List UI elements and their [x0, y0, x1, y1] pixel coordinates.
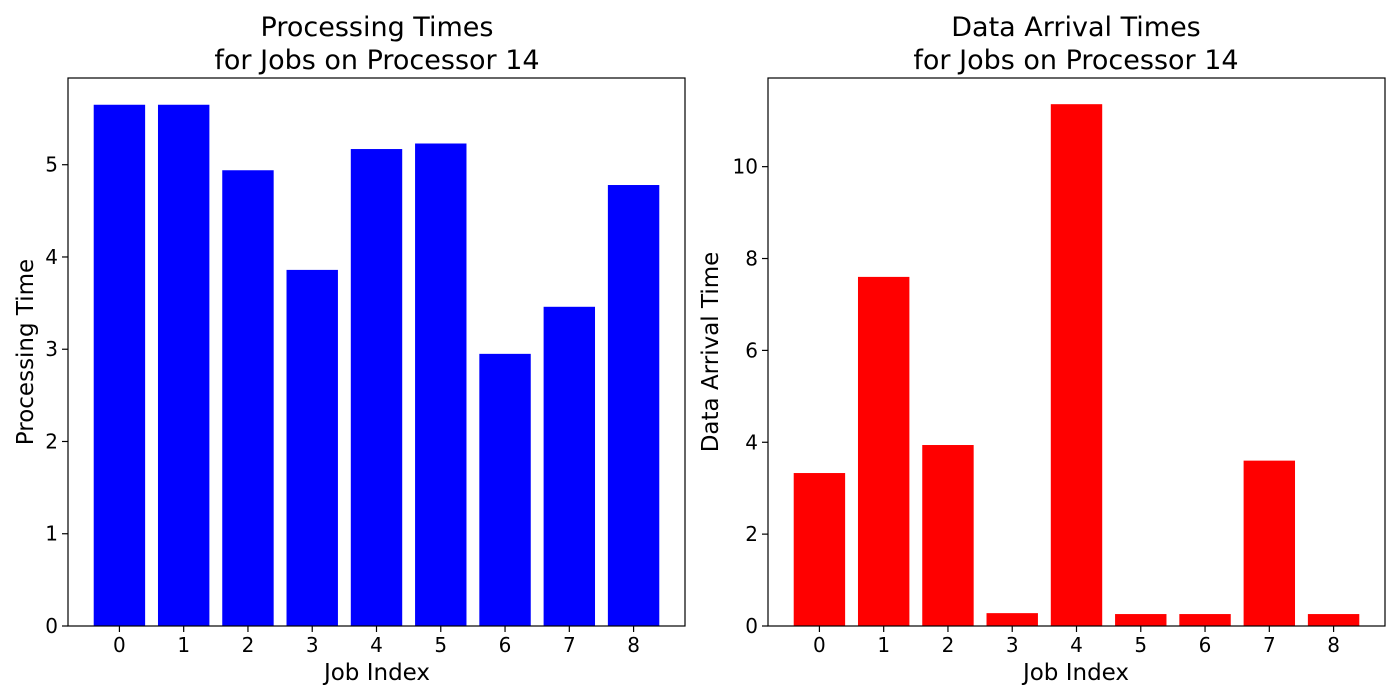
tick-marks: 0 1 2 3 4 5 6 7 8 0 2 4 6 8 10 — [733, 155, 1340, 657]
x-tick-label: 6 — [1199, 633, 1212, 657]
y-axis-label: Data Arrival Time — [698, 252, 724, 453]
bar-job-0 — [793, 473, 846, 626]
bar-job-5 — [415, 143, 467, 626]
x-tick-label: 5 — [1134, 633, 1147, 657]
x-tick-label: 0 — [813, 633, 826, 657]
x-tick-label: 2 — [942, 633, 955, 657]
bar-series — [93, 104, 660, 626]
chart-title-line-2: for Jobs on Processor 14 — [913, 45, 1238, 76]
chart-title-line-1: Data Arrival Times — [951, 12, 1201, 43]
y-tick-label: 5 — [45, 153, 58, 177]
data-arrival-times-chart: Data Arrival Times for Jobs on Processor… — [698, 12, 1386, 686]
x-tick-label: 4 — [370, 633, 383, 657]
chart-title-line-1: Processing Times — [261, 12, 494, 43]
y-tick-label: 3 — [45, 337, 58, 361]
bar-job-2 — [922, 445, 974, 626]
plot-frame — [67, 77, 686, 627]
bar-job-3 — [286, 269, 338, 626]
bar-job-0 — [93, 104, 146, 626]
bar-job-4 — [350, 149, 403, 626]
bar-job-1 — [157, 104, 210, 626]
x-axis-label: Job Index — [322, 660, 430, 686]
bar-job-8 — [607, 185, 660, 626]
plot-frame — [767, 77, 1386, 627]
x-tick-label: 3 — [306, 633, 319, 657]
bar-job-2 — [222, 170, 274, 626]
x-tick-label: 3 — [1006, 633, 1019, 657]
y-axis-label: Processing Time — [13, 259, 39, 445]
tick-marks: 0 1 2 3 4 5 6 7 8 0 1 2 3 4 5 — [45, 153, 640, 657]
x-tick-label: 2 — [242, 633, 255, 657]
bar-job-5 — [1115, 614, 1167, 626]
x-tick-label: 4 — [1070, 633, 1083, 657]
chart-title-line-2: for Jobs on Processor 14 — [214, 45, 539, 76]
bar-job-8 — [1307, 614, 1360, 626]
bar-series — [793, 104, 1360, 626]
y-tick-label: 1 — [45, 522, 58, 546]
y-tick-label: 8 — [745, 247, 758, 271]
x-tick-label: 1 — [177, 633, 190, 657]
x-tick-label: 5 — [434, 633, 447, 657]
bar-job-7 — [1243, 460, 1296, 626]
y-tick-label: 0 — [745, 614, 758, 638]
bar-job-3 — [986, 613, 1038, 626]
y-tick-label: 6 — [745, 338, 758, 362]
x-tick-label: 0 — [113, 633, 126, 657]
bar-job-1 — [857, 276, 910, 626]
x-tick-label: 8 — [627, 633, 640, 657]
x-tick-label: 7 — [1263, 633, 1276, 657]
y-tick-label: 0 — [45, 614, 58, 638]
bar-job-7 — [543, 306, 596, 626]
y-tick-label: 10 — [733, 155, 758, 179]
bar-job-4 — [1050, 104, 1103, 626]
processing-times-chart: Processing Times for Jobs on Processor 1… — [13, 12, 686, 686]
y-tick-label: 4 — [745, 430, 758, 454]
y-tick-label: 2 — [45, 429, 58, 453]
x-tick-label: 6 — [499, 633, 512, 657]
x-tick-label: 8 — [1327, 633, 1340, 657]
x-axis-label: Job Index — [1021, 660, 1129, 686]
bar-job-6 — [479, 353, 531, 626]
bar-job-6 — [1179, 614, 1231, 626]
x-tick-label: 7 — [563, 633, 576, 657]
x-tick-label: 1 — [877, 633, 890, 657]
y-tick-label: 4 — [45, 245, 58, 269]
y-tick-label: 2 — [745, 522, 758, 546]
